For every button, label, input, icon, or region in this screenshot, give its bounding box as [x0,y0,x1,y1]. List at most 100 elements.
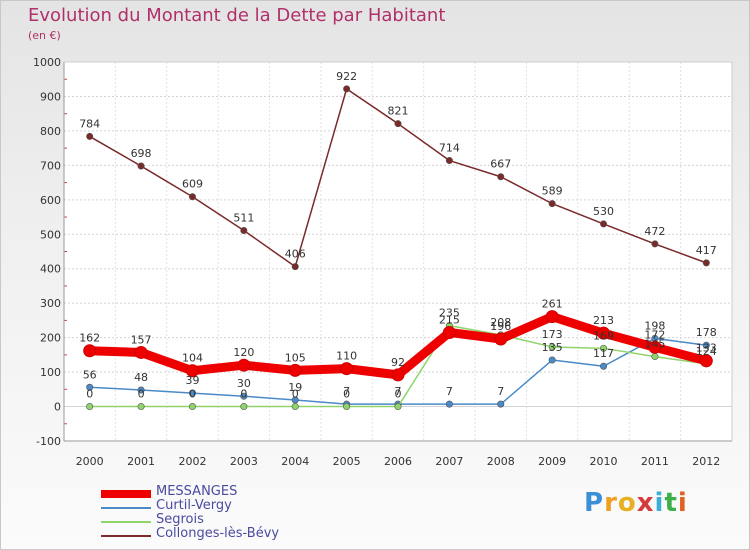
data-point-collonges-l-s-b-vy [445,157,453,165]
chart-subtitle: (en €) [28,29,61,42]
legend-label-segrois: Segrois [156,512,204,527]
data-label-segrois: 169 [593,329,614,342]
data-point-messanges [545,310,559,324]
y-tick-label: 500 [40,228,61,241]
data-point-curtil-vergy [702,341,710,349]
x-tick-label: 2008 [487,455,515,468]
x-tick-label: 2004 [281,455,309,468]
legend-swatch-curtil-vergy [101,507,151,509]
x-tick-label: 2003 [230,455,258,468]
data-point-collonges-l-s-b-vy [497,173,505,181]
data-label-collonges-l-s-b-vy: 714 [439,142,460,155]
data-point-curtil-vergy [137,386,145,394]
y-tick-label: 300 [40,297,61,310]
logo-letter: i [654,488,665,518]
data-point-messanges [494,332,508,346]
legend-swatch-messanges [101,490,151,498]
data-label-curtil-vergy: 7 [497,385,504,398]
data-point-messanges [237,358,251,372]
data-point-collonges-l-s-b-vy [240,226,248,234]
data-point-curtil-vergy [600,362,608,370]
y-tick-label: 400 [40,263,61,276]
x-tick-label: 2011 [641,455,669,468]
data-label-segrois: 124 [696,345,717,358]
data-point-messanges [83,344,97,358]
data-point-messanges [648,340,662,354]
data-point-segrois [137,403,145,411]
data-point-curtil-vergy [548,356,556,364]
data-label-curtil-vergy: 56 [83,368,97,381]
data-point-curtil-vergy [240,392,248,400]
legend-swatch-collonges [101,535,151,537]
y-tick-label: -100 [36,435,61,448]
data-point-collonges-l-s-b-vy [548,200,556,208]
data-label-curtil-vergy: 19 [288,381,302,394]
data-point-messanges [340,362,354,376]
proxiti-logo: Proxiti [584,488,688,518]
y-tick-label: 200 [40,332,61,345]
data-label-messanges: 105 [285,351,306,364]
data-point-collonges-l-s-b-vy [137,162,145,170]
data-point-collonges-l-s-b-vy [188,193,196,201]
data-label-collonges-l-s-b-vy: 821 [388,105,409,118]
data-point-messanges [134,345,148,359]
data-point-collonges-l-s-b-vy [291,263,299,271]
data-point-segrois [600,344,608,352]
data-point-messanges [185,364,199,378]
data-point-messanges [391,368,405,382]
data-label-collonges-l-s-b-vy: 511 [233,211,254,224]
data-point-collonges-l-s-b-vy [702,259,710,267]
logo-letter: x [636,488,655,518]
data-label-collonges-l-s-b-vy: 589 [542,185,563,198]
data-point-collonges-l-s-b-vy [600,220,608,228]
chart-title: Evolution du Montant de la Dette par Hab… [28,5,446,26]
data-point-collonges-l-s-b-vy [86,132,94,140]
y-tick-label: 0 [54,401,61,414]
data-label-collonges-l-s-b-vy: 530 [593,205,614,218]
y-tick-label: 100 [40,366,61,379]
data-label-collonges-l-s-b-vy: 698 [131,147,152,160]
x-tick-label: 2005 [333,455,361,468]
data-label-curtil-vergy: 7 [446,385,453,398]
data-label-curtil-vergy: 135 [542,341,563,354]
data-label-messanges: 162 [79,332,100,345]
data-label-curtil-vergy: 48 [134,371,148,384]
x-tick-label: 2007 [435,455,463,468]
data-point-messanges [699,354,713,368]
data-point-segrois [394,403,402,411]
data-label-messanges: 120 [233,346,254,359]
data-label-segrois: 0 [189,388,196,401]
data-label-messanges: 196 [490,320,511,333]
data-label-segrois: 173 [542,328,563,341]
y-tick-label: 800 [40,125,61,138]
data-label-messanges: 213 [593,314,614,327]
x-tick-label: 2001 [127,455,155,468]
data-label-collonges-l-s-b-vy: 609 [182,178,203,191]
data-point-collonges-l-s-b-vy [651,240,659,248]
data-point-messanges [288,363,302,377]
data-label-messanges: 172 [644,328,665,341]
logo-letter: P [584,488,605,518]
data-point-curtil-vergy [445,400,453,408]
data-label-messanges: 157 [131,333,152,346]
data-label-collonges-l-s-b-vy: 784 [79,117,100,130]
data-label-messanges: 261 [542,298,563,311]
data-label-collonges-l-s-b-vy: 406 [285,248,306,261]
data-label-segrois: 0 [138,388,145,401]
data-label-curtil-vergy: 30 [237,377,251,390]
data-label-messanges: 215 [439,313,460,326]
legend-label-collonges: Collonges-lès-Bévy [156,526,280,541]
data-point-segrois [651,353,659,361]
data-label-segrois: 0 [292,388,299,401]
data-label-curtil-vergy: 39 [185,374,199,387]
legend-label-curtil-vergy: Curtil-Vergy [156,498,232,513]
x-tick-label: 2012 [692,455,720,468]
data-label-collonges-l-s-b-vy: 417 [696,244,717,257]
y-tick-label: 900 [40,90,61,103]
logo-letter: o [617,488,637,518]
data-point-curtil-vergy [497,400,505,408]
logo-letter: i [677,488,688,518]
data-label-segrois: 0 [395,388,402,401]
